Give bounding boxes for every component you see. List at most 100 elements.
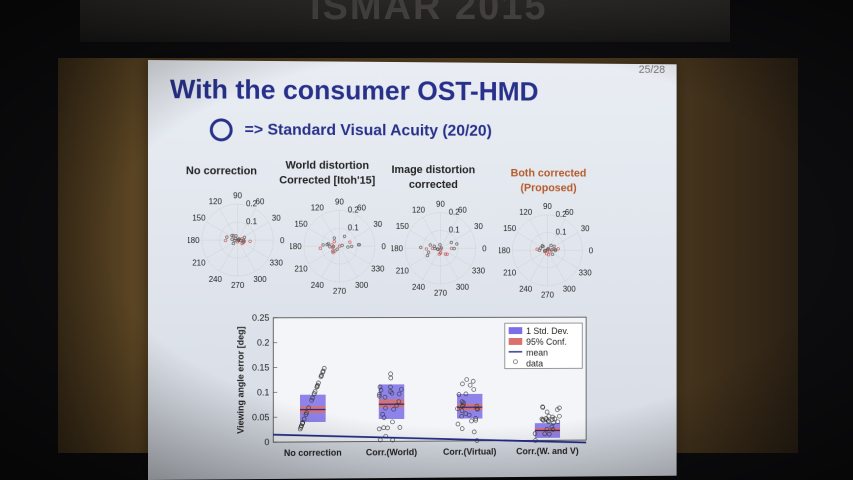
polar-label-no-correction: No correction: [185, 165, 257, 178]
polar-angle-label: 0: [589, 246, 594, 255]
x-tick-label: Corr.(Virtual): [443, 447, 496, 457]
polar-spoke: [440, 248, 470, 266]
polar-angle-label: 300: [456, 283, 470, 292]
polar-radius-label: 0.2: [246, 199, 258, 208]
polar-angle-label: 120: [209, 197, 223, 206]
polar-data-point: [557, 248, 560, 251]
polar-data-point: [446, 253, 449, 256]
polar-radius-label: 0.1: [246, 217, 258, 226]
polar-angle-label: 30: [373, 220, 382, 229]
polar-spoke: [423, 248, 441, 279]
polar-label-image: Image distortion corrected: [391, 164, 476, 191]
polar-angle-label: 210: [294, 265, 308, 274]
slide-title: With the consumer OST-HMD: [169, 74, 539, 107]
polar-angle-label: 240: [519, 285, 532, 294]
polar-angle-label: 120: [412, 206, 426, 215]
polar-data-point: [453, 247, 456, 250]
polar-radius-label: 0.2: [449, 208, 460, 217]
polar-angle-label: 150: [396, 222, 410, 231]
polar-angle-label: 30: [581, 224, 590, 233]
polar-radius-label: 0.2: [556, 210, 567, 219]
legend-label: mean: [526, 348, 548, 358]
polar-data-point: [350, 245, 353, 248]
polar-data-point: [319, 247, 322, 250]
polar-angle-label: 180: [290, 242, 302, 251]
polar-angle-label: 330: [579, 269, 592, 278]
polar-data-point: [334, 250, 337, 253]
polar-spoke: [322, 215, 340, 246]
page-number: 25/28: [638, 63, 666, 76]
polar-angle-label: 120: [311, 203, 325, 212]
polar-angle-label: 330: [270, 259, 284, 268]
polar-radius-label: 0.1: [556, 228, 567, 237]
y-tick-label: 0.25: [252, 313, 269, 323]
polar-angle-label: 270: [333, 287, 347, 296]
polar-data-point: [456, 243, 459, 246]
polar-angle-label: 300: [253, 275, 267, 284]
polar-spoke: [530, 250, 547, 281]
polar-angle-label: 270: [541, 291, 554, 300]
polar-angle-label: 240: [412, 283, 426, 292]
banner-text: ISMAR 2015: [310, 0, 548, 28]
polar-spoke: [309, 246, 340, 264]
polar-angle-label: 210: [192, 259, 206, 268]
polar-radius-label: 0.2: [348, 206, 359, 215]
x-tick-label: Corr.(W. and V): [516, 446, 578, 456]
polar-angle-label: 0: [482, 244, 487, 253]
legend-label: 1 Std. Dev.: [526, 326, 568, 336]
polar-angle-label: 330: [472, 267, 486, 276]
polar-data-point: [426, 254, 429, 257]
polar-data-point: [249, 240, 252, 243]
polar-angle-label: 270: [434, 289, 448, 298]
polar-angle-label: 330: [371, 265, 385, 274]
polar-data-point: [333, 240, 336, 243]
polar-angle-label: 120: [519, 208, 532, 217]
y-axis-label: Viewing angle error [deg]: [236, 326, 246, 433]
polar-data-point: [425, 248, 428, 251]
polar-angle-label: 150: [294, 220, 308, 229]
polar-angle-label: 30: [474, 222, 483, 231]
polar-data-point: [427, 251, 430, 254]
polar-label-proposed: Both corrected (Proposed): [510, 167, 587, 195]
polar-data-point: [322, 244, 325, 247]
polar-spoke: [440, 248, 458, 279]
polar-angle-label: 0: [381, 242, 386, 251]
circle-icon: [209, 118, 233, 142]
polar-angle-label: 180: [392, 244, 404, 253]
polar-spoke: [410, 230, 440, 248]
polar-angle-label: 240: [209, 275, 223, 284]
polar-angle-label: 240: [311, 281, 325, 290]
polar-angle-label: 180: [188, 236, 200, 245]
legend-swatch-conf: [508, 337, 523, 345]
polar-data-point: [349, 241, 352, 244]
polar-angle-label: 210: [396, 267, 410, 276]
y-tick-label: 0.1: [257, 387, 269, 397]
polar-data-point: [224, 239, 228, 243]
polar-spoke: [238, 240, 256, 271]
polar-data-point: [331, 244, 334, 247]
polar-spoke: [220, 240, 239, 273]
polar-angle-label: 90: [436, 200, 445, 209]
polar-data-point: [439, 243, 442, 246]
polar-angle-label: 210: [503, 269, 516, 278]
y-tick-label: 0.05: [252, 412, 269, 422]
subtitle-text: => Standard Visual Acuity (20/20): [244, 121, 492, 140]
polar-radius-label: 0.1: [348, 223, 359, 232]
conference-banner: ISMAR 2015: [80, 0, 730, 42]
polar-spoke: [530, 220, 547, 251]
polar-spoke: [207, 222, 239, 242]
polar-angle-label: 30: [272, 214, 281, 223]
polar-angle-label: 90: [233, 191, 242, 200]
polar-data-point: [547, 253, 550, 256]
polar-data-point: [225, 236, 230, 240]
polar-angle-label: 150: [192, 214, 206, 223]
polar-spoke: [339, 246, 370, 264]
polar-angle-label: 90: [335, 198, 344, 207]
polar-spoke: [410, 248, 440, 266]
polar-angle-label: 90: [543, 202, 552, 211]
polar-angle-label: 150: [503, 224, 516, 233]
